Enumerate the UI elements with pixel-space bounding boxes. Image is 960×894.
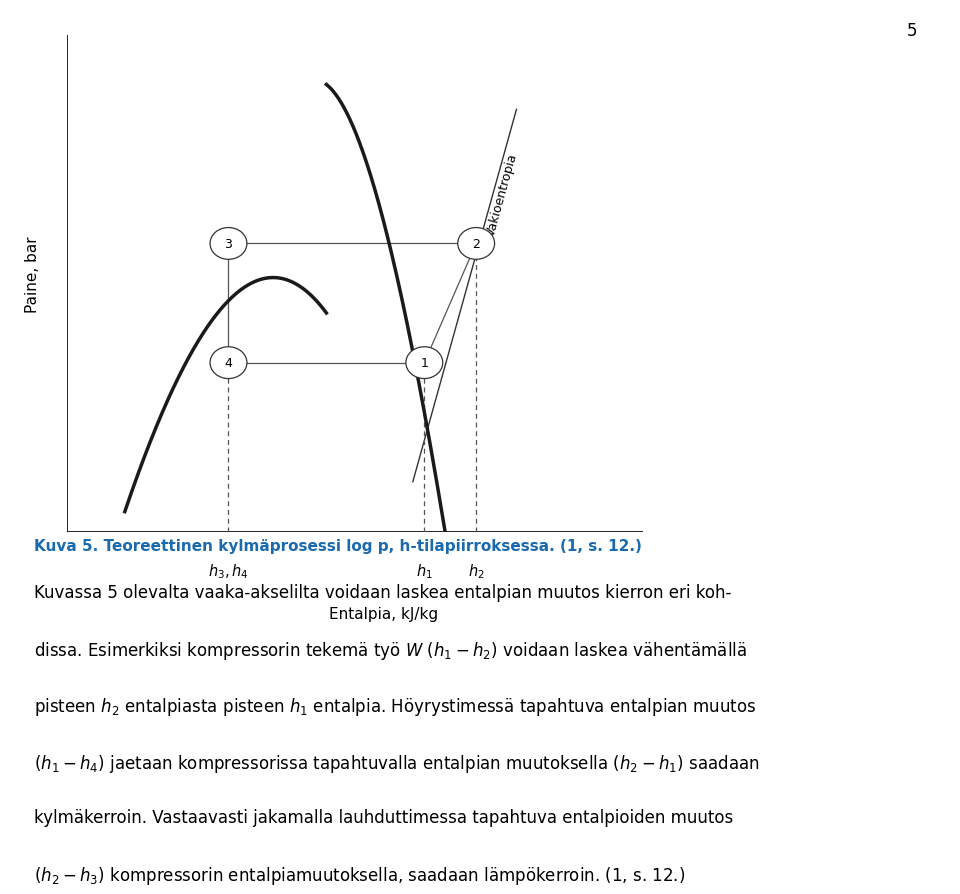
- Text: 2: 2: [472, 238, 480, 250]
- Circle shape: [210, 228, 247, 260]
- Text: Kuvassa 5 olevalta vaaka-akselilta voidaan laskea entalpian muutos kierron eri k: Kuvassa 5 olevalta vaaka-akselilta voida…: [34, 583, 731, 601]
- Text: 1: 1: [420, 357, 428, 370]
- Text: ($h_2 - h_3$) kompressorin entalpiamuutoksella, saadaan lämpökerroin. (1, s. 12.: ($h_2 - h_3$) kompressorin entalpiamuuto…: [34, 864, 684, 887]
- Text: 3: 3: [225, 238, 232, 250]
- Text: pisteen $h_2$ entalpiasta pisteen $h_1$ entalpia. Höyrystimessä tapahtuva entalp: pisteen $h_2$ entalpiasta pisteen $h_1$ …: [34, 696, 756, 718]
- Text: Paine, bar: Paine, bar: [25, 236, 40, 312]
- Text: $h_3, h_4$: $h_3, h_4$: [208, 561, 249, 580]
- Text: Vakioentropia: Vakioentropia: [485, 152, 519, 238]
- Text: $h_1$: $h_1$: [416, 561, 433, 580]
- Circle shape: [458, 228, 494, 260]
- Text: $h_2$: $h_2$: [468, 561, 485, 580]
- Circle shape: [406, 348, 443, 379]
- Circle shape: [210, 348, 247, 379]
- Text: kylmäkerroin. Vastaavasti jakamalla lauhduttimessa tapahtuva entalpioiden muutos: kylmäkerroin. Vastaavasti jakamalla lauh…: [34, 808, 732, 826]
- Text: 4: 4: [225, 357, 232, 370]
- Text: Entalpia, kJ/kg: Entalpia, kJ/kg: [329, 606, 439, 621]
- Text: ($h_1 - h_4$) jaetaan kompressorissa tapahtuvalla entalpian muutoksella ($h_2 - : ($h_1 - h_4$) jaetaan kompressorissa tap…: [34, 752, 759, 774]
- Text: dissa. Esimerkiksi kompressorin tekemä työ $W$ ($h_1 - h_2$) voidaan laskea vähe: dissa. Esimerkiksi kompressorin tekemä t…: [34, 639, 747, 662]
- Text: 5: 5: [906, 22, 917, 40]
- Text: Kuva 5. Teoreettinen kylmäprosessi log p, h-tilapiirroksessa. (1, s. 12.): Kuva 5. Teoreettinen kylmäprosessi log p…: [34, 538, 641, 553]
